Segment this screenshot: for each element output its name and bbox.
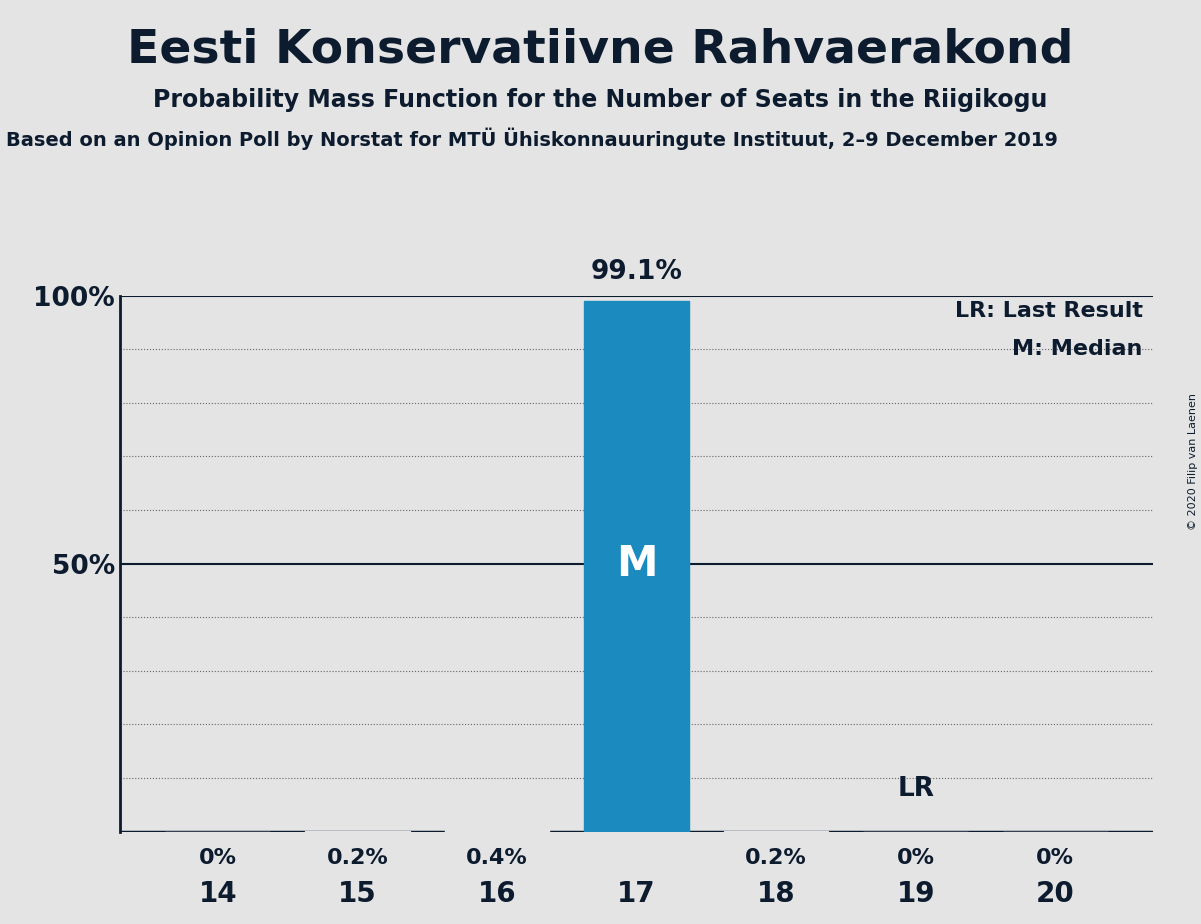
Text: LR: Last Result: LR: Last Result [955, 301, 1142, 321]
Bar [444, 830, 549, 832]
Bar [724, 831, 829, 832]
Bar [305, 831, 410, 832]
Text: 0%: 0% [1036, 847, 1074, 868]
Text: 19: 19 [896, 880, 934, 908]
Text: 15: 15 [337, 880, 377, 908]
Text: 0%: 0% [199, 847, 237, 868]
Text: 16: 16 [478, 880, 516, 908]
Text: Eesti Konservatiivne Rahvaerakond: Eesti Konservatiivne Rahvaerakond [127, 28, 1074, 73]
Text: 0.4%: 0.4% [466, 847, 527, 868]
Text: 0%: 0% [897, 847, 934, 868]
Text: 0.2%: 0.2% [746, 847, 807, 868]
Text: 0.2%: 0.2% [327, 847, 388, 868]
Text: 99.1%: 99.1% [591, 259, 682, 285]
Text: LR: LR [897, 776, 934, 802]
Text: Probability Mass Function for the Number of Seats in the Riigikogu: Probability Mass Function for the Number… [154, 88, 1047, 112]
Text: 14: 14 [198, 880, 237, 908]
Text: M: M [616, 542, 657, 585]
Text: © 2020 Filip van Laenen: © 2020 Filip van Laenen [1188, 394, 1197, 530]
Text: 20: 20 [1036, 880, 1075, 908]
Text: Based on an Opinion Poll by Norstat for MTÜ Ühiskonnauuringute Instituut, 2–9 De: Based on an Opinion Poll by Norstat for … [6, 128, 1058, 150]
Bar [584, 300, 689, 832]
Text: M: Median: M: Median [1012, 338, 1142, 359]
Text: 17: 17 [617, 880, 656, 908]
Text: 18: 18 [757, 880, 795, 908]
